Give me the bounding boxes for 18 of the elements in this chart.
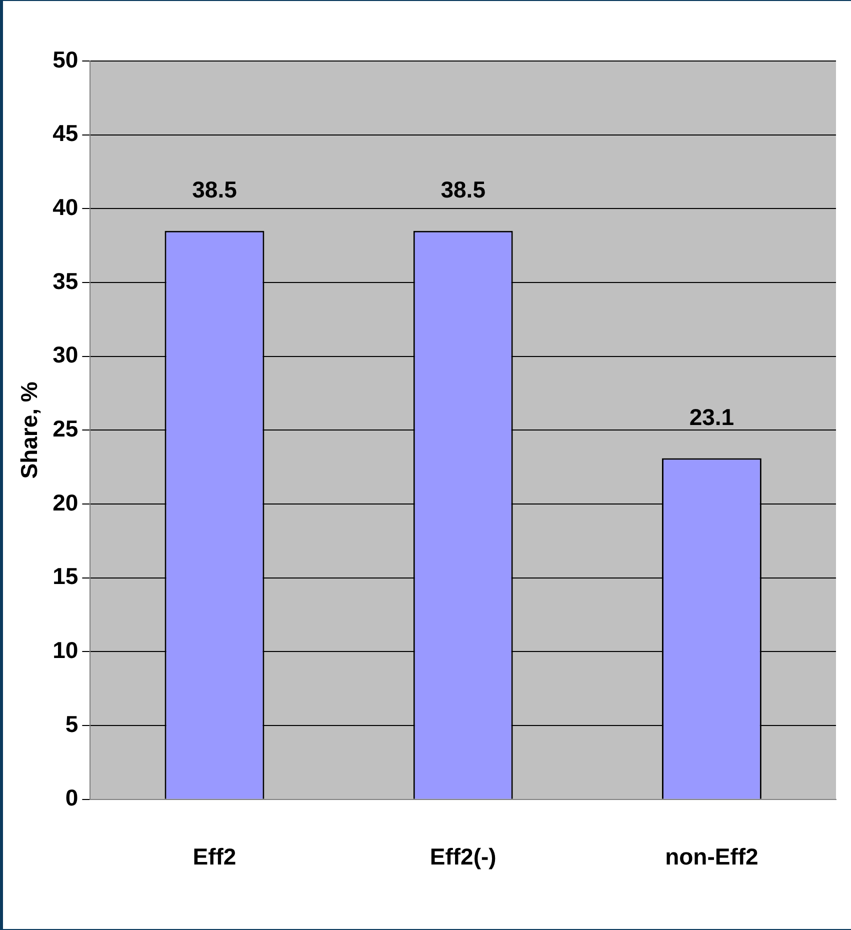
y-tick-label: 30 <box>52 342 78 368</box>
y-tick-label: 5 <box>65 710 78 737</box>
y-tick-label: 10 <box>52 637 78 664</box>
y-tick-label: 0 <box>65 784 78 811</box>
data-label: 38.5 <box>192 176 238 203</box>
x-tick-label: Eff2 <box>192 844 236 870</box>
y-tick-label: 25 <box>52 416 78 442</box>
y-tick-label: 50 <box>52 46 78 72</box>
y-tick-label: 40 <box>52 194 78 220</box>
data-label: 38.5 <box>440 176 486 203</box>
x-tick-label: Eff2(-) <box>430 844 496 870</box>
x-tick-label: non-Eff2 <box>665 844 758 870</box>
y-tick-label: 45 <box>52 120 78 146</box>
data-label: 23.1 <box>689 404 734 430</box>
y-tick-label: 15 <box>52 563 78 590</box>
y-tick-label: 35 <box>52 268 78 294</box>
y-axis-title: Share, % <box>16 382 42 479</box>
y-tick-label: 20 <box>52 489 78 516</box>
